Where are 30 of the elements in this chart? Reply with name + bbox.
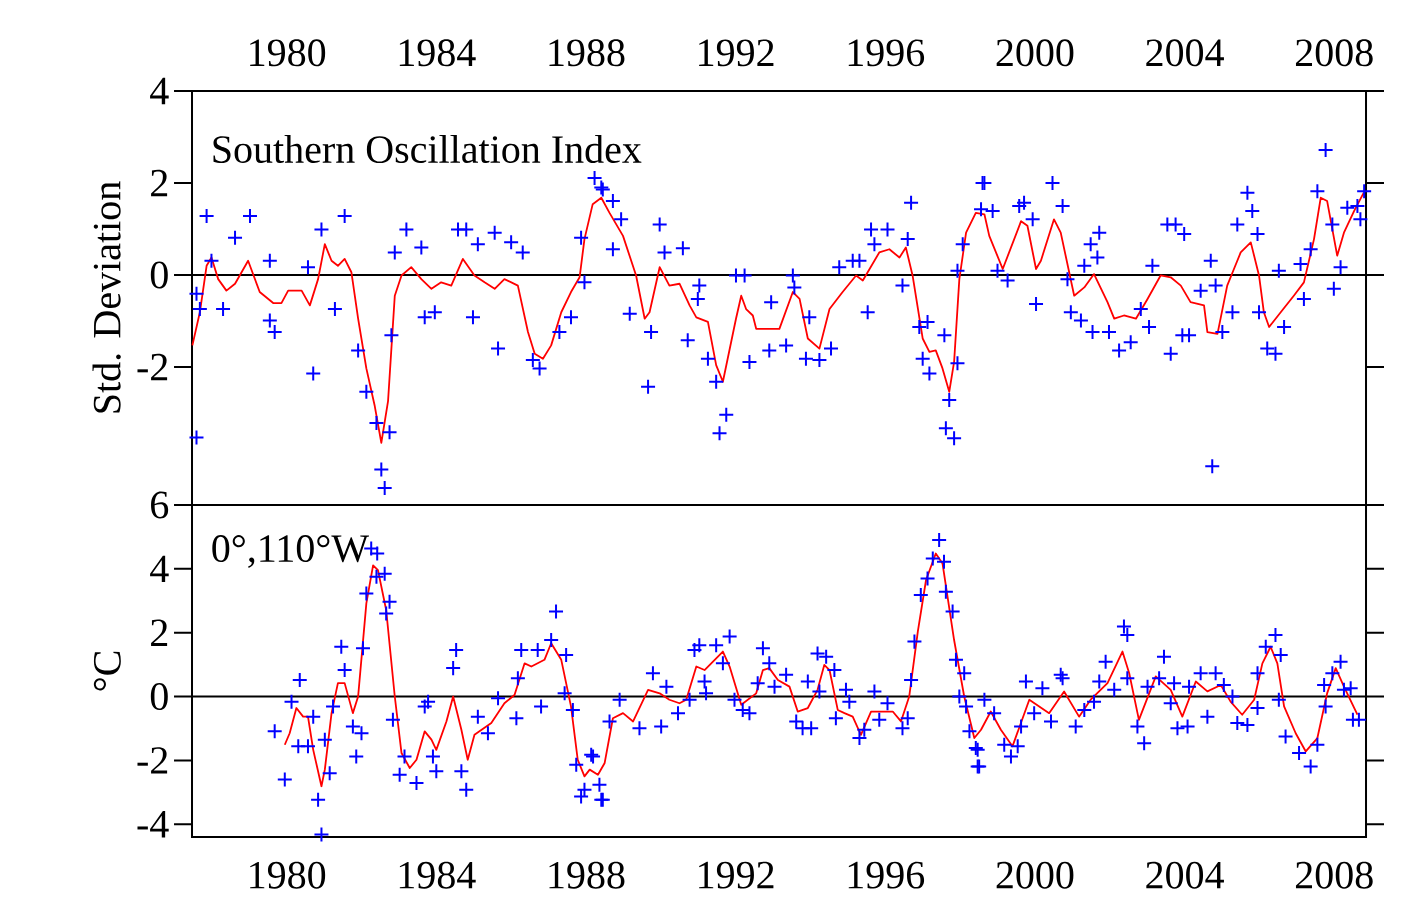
x-tick-label: 1996: [848, 39, 925, 67]
x-tick-label: 1988: [549, 39, 625, 67]
y-tick-label: 2: [151, 169, 168, 197]
y-axis-title: °C: [93, 651, 121, 691]
y-tick-label: -4: [137, 811, 169, 838]
y-tick-label: 4: [150, 77, 169, 105]
y-tick-label: -2: [137, 353, 168, 381]
x-tick-label: 1980: [250, 861, 326, 889]
x-tick-label: 1988: [549, 861, 625, 889]
x-tick-label: 1984: [399, 861, 476, 889]
x-tick-label: 1992: [699, 861, 774, 889]
y-tick-label: -2: [137, 747, 168, 774]
y-tick-label: 0: [150, 683, 168, 711]
x-tick-label: 2004: [1146, 39, 1224, 67]
y-axis-title: Std. Deviation: [92, 181, 121, 413]
x-tick-label: 1992: [699, 39, 774, 67]
y-tick-label: 6: [151, 491, 169, 519]
x-tick-label: 2000: [996, 39, 1074, 67]
x-tick-label: 2000: [996, 861, 1074, 889]
x-tick-label: 1996: [848, 861, 925, 889]
x-tick-label: 2008: [1295, 39, 1373, 67]
y-tick-label: 2: [151, 619, 168, 646]
annotation: Southern Oscillation Index: [213, 134, 642, 164]
x-tick-label: 2008: [1295, 861, 1373, 889]
y-tick-label: 0: [150, 261, 168, 289]
annotation: 0°,110°W: [212, 535, 369, 568]
y-tick-label: 4: [150, 555, 169, 583]
x-tick-label: 2004: [1146, 861, 1224, 889]
x-tick-label: 1984: [399, 39, 476, 67]
x-tick-label: 1980: [250, 39, 326, 67]
